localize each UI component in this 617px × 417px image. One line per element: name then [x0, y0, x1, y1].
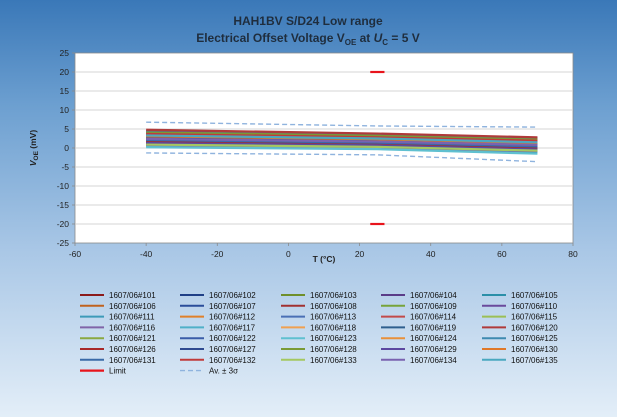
legend-label: 1607/06#108: [310, 302, 357, 311]
legend-label: 1607/06#102: [209, 291, 256, 300]
legend-label: 1607/06#116: [109, 323, 156, 332]
legend-label: 1607/06#120: [511, 323, 558, 332]
legend-label: 1607/06#131: [109, 356, 156, 365]
legend-label: 1607/06#124: [410, 334, 457, 343]
legend-label: 1607/06#135: [511, 356, 558, 365]
legend-label: 1607/06#101: [109, 291, 156, 300]
series-line: [146, 143, 538, 152]
legend-label: 1607/06#104: [410, 291, 457, 300]
legend-label: 1607/06#118: [310, 323, 357, 332]
legend-label: 1607/06#121: [109, 334, 156, 343]
y-axis-label: VOE (mV): [28, 130, 40, 166]
legend-label: 1607/06#105: [511, 291, 558, 300]
y-tick-label: -10: [57, 181, 70, 191]
x-tick-label: 40: [426, 249, 436, 259]
av-sigma-lower-line: [146, 152, 538, 163]
legend-label-av-sigma: Av. ± 3σ: [209, 367, 238, 376]
y-tick-label: -15: [57, 200, 70, 210]
series-line: [146, 141, 538, 151]
series-line: [146, 132, 538, 142]
y-tick-label: -25: [57, 238, 70, 248]
chart-subtitle: Electrical Offset Voltage VOE at UC = 5 …: [196, 31, 420, 47]
legend-label: 1607/06#129: [410, 345, 457, 354]
legend-label: 1607/06#109: [410, 302, 457, 311]
legend-label: 1607/06#113: [310, 313, 357, 322]
x-tick-label: 80: [568, 249, 578, 259]
series-line: [146, 138, 538, 148]
legend-label: 1607/06#114: [410, 313, 457, 322]
legend-label: 1607/06#110: [511, 302, 558, 311]
legend-label: 1607/06#115: [511, 313, 558, 322]
chart-title: HAH1BV S/D24 Low range: [233, 14, 383, 28]
series-line: [146, 128, 538, 139]
x-tick-label: 60: [497, 249, 507, 259]
x-tick-label: 0: [286, 249, 291, 259]
y-tick-label: 5: [64, 124, 69, 134]
series-line: [146, 134, 538, 144]
series-line: [146, 146, 538, 155]
av-sigma-upper-line: [146, 121, 538, 128]
series-line: [146, 131, 538, 141]
legend-label: 1607/06#123: [310, 334, 357, 343]
x-tick-label: 20: [355, 249, 365, 259]
x-tick-label: -40: [140, 249, 153, 259]
y-tick-label: 15: [60, 86, 70, 96]
legend-label: 1607/06#117: [209, 323, 256, 332]
y-tick-label: 20: [60, 67, 70, 77]
legend-label: 1607/06#126: [109, 345, 156, 354]
legend-label: 1607/06#125: [511, 334, 558, 343]
legend-label: 1607/06#119: [410, 323, 457, 332]
y-tick-label: 10: [60, 105, 70, 115]
legend-label: 1607/06#134: [410, 356, 457, 365]
legend-label: 1607/06#130: [511, 345, 558, 354]
legend-label: 1607/06#103: [310, 291, 357, 300]
y-tick-label: 25: [60, 48, 70, 58]
legend-label: 1607/06#127: [209, 345, 256, 354]
legend-label: 1607/06#111: [109, 313, 155, 322]
y-tick-label: 0: [64, 143, 69, 153]
legend-label: 1607/06#133: [310, 356, 357, 365]
y-tick-label: -5: [61, 162, 69, 172]
x-axis-label: T (°C): [313, 254, 336, 264]
legend-label: 1607/06#107: [209, 302, 256, 311]
legend-label-limit: Limit: [109, 367, 127, 376]
legend-label: 1607/06#106: [109, 302, 156, 311]
x-tick-label: -60: [69, 249, 82, 259]
x-tick-label: -20: [211, 249, 224, 259]
legend-label: 1607/06#128: [310, 345, 357, 354]
series-line: [146, 137, 538, 147]
legend-label: 1607/06#132: [209, 356, 256, 365]
legend-label: 1607/06#122: [209, 334, 256, 343]
y-tick-label: -20: [57, 219, 70, 229]
legend-label: 1607/06#112: [209, 313, 256, 322]
